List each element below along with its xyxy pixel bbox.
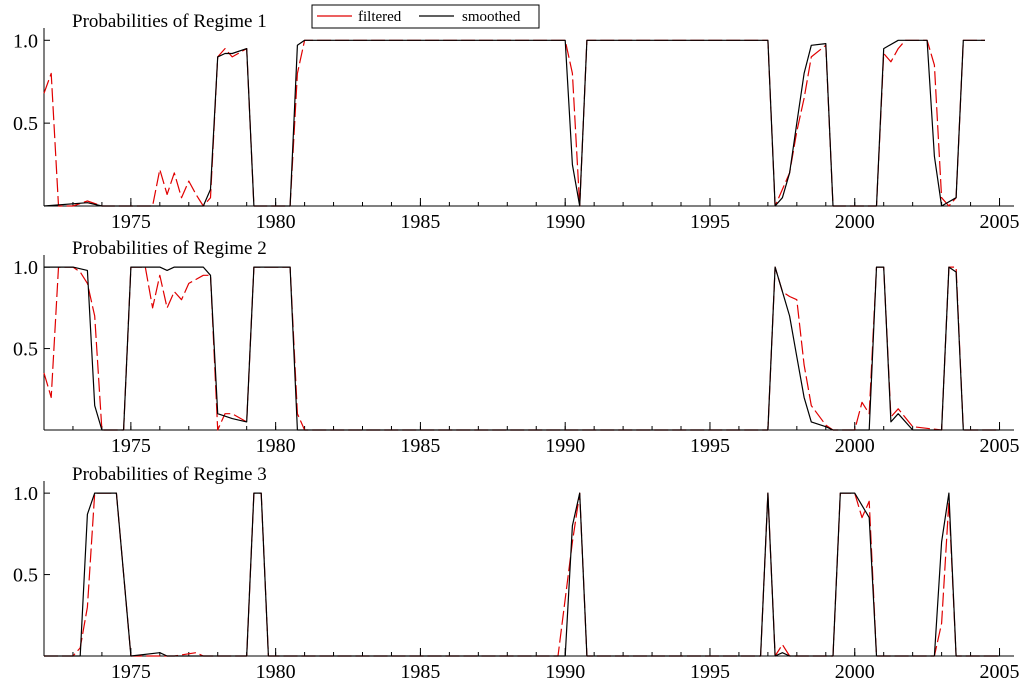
chart-panel-1: 0.5 1.0 1975 1980 1985 1990 1995 2000 2005 Probab… bbox=[13, 11, 1020, 233]
panel-title: Probabilities of Regime 2 bbox=[72, 238, 267, 259]
panel-title: Probabilities of Regime 1 bbox=[72, 11, 267, 32]
x-tick-label: 1990 bbox=[545, 661, 585, 683]
x-tick-label: 2005 bbox=[980, 661, 1020, 683]
x-tick-label: 1975 bbox=[111, 435, 151, 457]
x-tick-label: 1980 bbox=[256, 661, 296, 683]
y-tick-label: 0.5 bbox=[13, 113, 38, 135]
x-tick-label: 1995 bbox=[690, 211, 730, 233]
x-tick-label: 1990 bbox=[545, 211, 585, 233]
series-line-smoothed bbox=[44, 492, 1000, 657]
x-tick-label: 1985 bbox=[400, 435, 440, 457]
x-tick-label: 1985 bbox=[400, 661, 440, 683]
legend: filtered smoothed bbox=[311, 4, 540, 29]
chart-panel-3: 0.5 1.0 1975 1980 1985 1990 1995 2000 2005 Probab… bbox=[13, 464, 1020, 683]
chart-panel-2: 0.5 1.0 1975 1980 1985 1990 1995 2000 2005 Probab… bbox=[13, 238, 1020, 457]
legend-filtered-label: filtered bbox=[358, 9, 402, 25]
x-tick-label: 1980 bbox=[256, 211, 296, 233]
chart-panels: 0.5 1.0 1975 1980 1985 1990 1995 2000 2005 Probab… bbox=[13, 11, 1020, 683]
x-tick-label: 1995 bbox=[690, 661, 730, 683]
x-tick-label: 1985 bbox=[400, 211, 440, 233]
y-tick-label: 0.5 bbox=[13, 339, 38, 361]
x-tick-label: 1995 bbox=[690, 435, 730, 457]
series-line-smoothed bbox=[44, 266, 1000, 431]
x-tick-label: 2000 bbox=[835, 211, 875, 233]
y-tick-label: 1.0 bbox=[13, 30, 38, 52]
x-tick-label: 2005 bbox=[980, 435, 1020, 457]
legend-smoothed-label: smoothed bbox=[462, 9, 521, 25]
series-line-filtered bbox=[43, 39, 985, 207]
y-tick-label: 1.0 bbox=[13, 483, 38, 505]
y-tick-label: 1.0 bbox=[13, 257, 38, 279]
series-line-filtered bbox=[44, 492, 1000, 657]
x-tick-label: 1990 bbox=[545, 435, 585, 457]
panel-title: Probabilities of Regime 3 bbox=[72, 464, 267, 485]
series-line-filtered bbox=[43, 266, 1000, 431]
x-tick-label: 2005 bbox=[980, 211, 1020, 233]
x-tick-label: 1980 bbox=[256, 435, 296, 457]
x-tick-label: 1975 bbox=[111, 211, 151, 233]
x-tick-label: 2000 bbox=[835, 435, 875, 457]
x-tick-label: 1975 bbox=[111, 661, 151, 683]
series-line-smoothed bbox=[43, 39, 985, 207]
y-tick-label: 0.5 bbox=[13, 565, 38, 587]
x-tick-label: 2000 bbox=[835, 661, 875, 683]
